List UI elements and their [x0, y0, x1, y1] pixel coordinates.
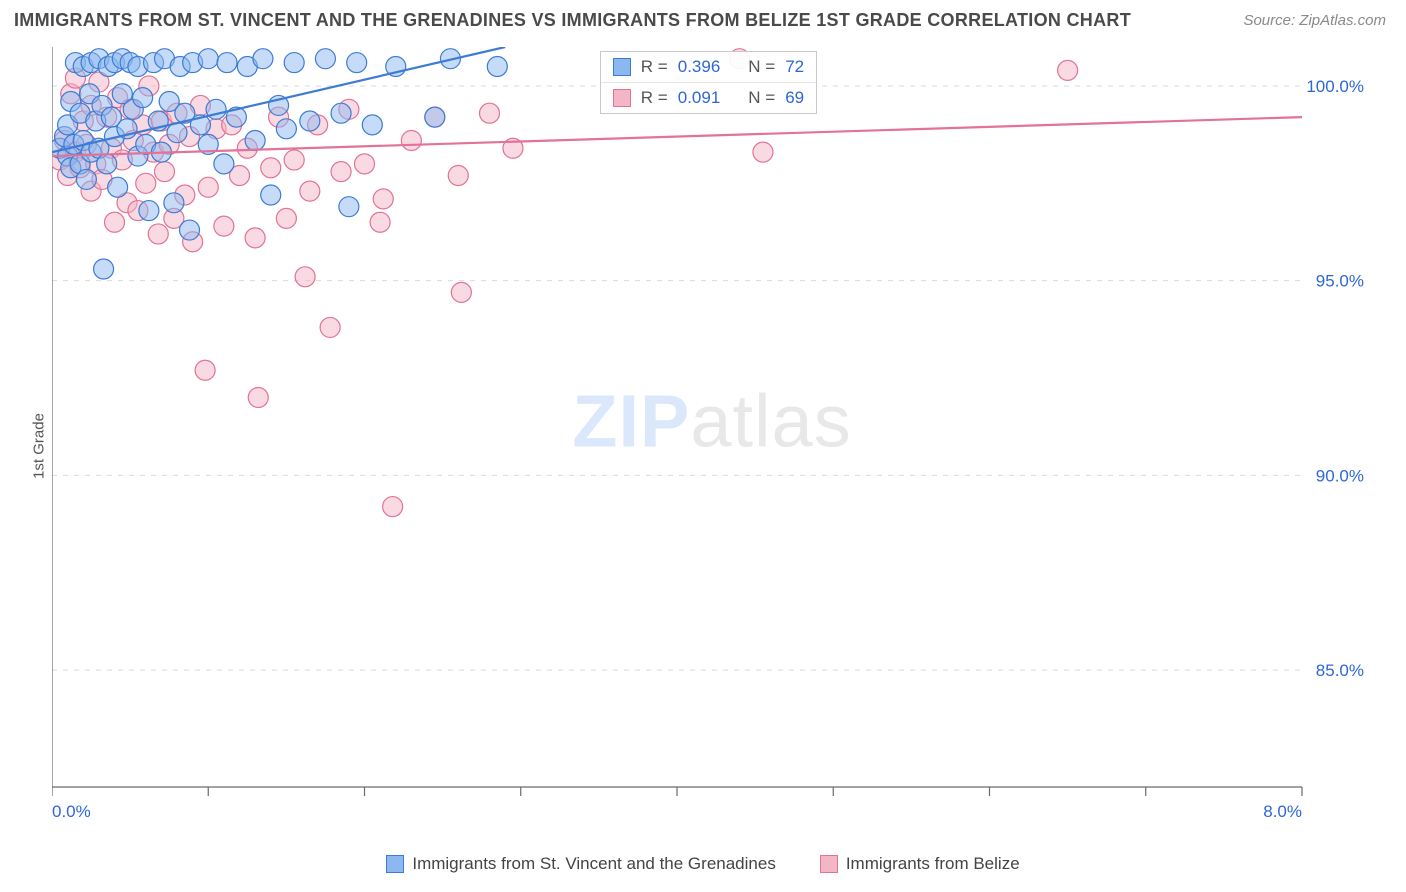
legend-r-label: R =	[641, 57, 668, 77]
legend-bottom-item: Immigrants from St. Vincent and the Gren…	[386, 854, 775, 874]
legend-row: R = 0.091 N = 69	[601, 82, 816, 113]
legend-r-value: 0.091	[678, 88, 721, 108]
y-axis-label: 1st Grade	[30, 413, 47, 479]
legend-n-value: 72	[785, 57, 804, 77]
legend-r-label: R =	[641, 88, 668, 108]
x-tick-label: 8.0%	[1263, 802, 1302, 821]
legend-series-name: Immigrants from Belize	[846, 854, 1020, 874]
legend-swatch	[820, 855, 838, 873]
correlation-chart: IMMIGRANTS FROM ST. VINCENT AND THE GREN…	[0, 0, 1406, 892]
x-tick-label: 0.0%	[52, 802, 91, 821]
legend-bottom: Immigrants from St. Vincent and the Gren…	[0, 854, 1406, 878]
chart-title: IMMIGRANTS FROM ST. VINCENT AND THE GREN…	[14, 10, 1131, 31]
legend-series-name: Immigrants from St. Vincent and the Gren…	[412, 854, 775, 874]
y-tick-label: 90.0%	[1316, 466, 1364, 485]
y-tick-label: 85.0%	[1316, 661, 1364, 680]
legend-n-label: N =	[748, 88, 775, 108]
plot-area: 85.0%90.0%95.0%100.0%0.0%8.0% ZIPatlas R…	[52, 47, 1372, 827]
legend-row: R = 0.396 N = 72	[601, 52, 816, 82]
y-tick-label: 95.0%	[1316, 272, 1364, 291]
legend-swatch	[613, 89, 631, 107]
legend-n-label: N =	[748, 57, 775, 77]
legend-swatch	[386, 855, 404, 873]
chart-source: Source: ZipAtlas.com	[1243, 12, 1386, 29]
y-tick-label: 100.0%	[1306, 77, 1364, 96]
legend-bottom-item: Immigrants from Belize	[820, 854, 1020, 874]
legend-box: R = 0.396 N = 72 R = 0.091 N = 69	[600, 51, 817, 114]
legend-swatch	[613, 58, 631, 76]
legend-r-value: 0.396	[678, 57, 721, 77]
legend-n-value: 69	[785, 88, 804, 108]
plot-svg: 85.0% 90.0% 95.0% 100.0% 0.0% 8.0%	[52, 47, 1372, 827]
